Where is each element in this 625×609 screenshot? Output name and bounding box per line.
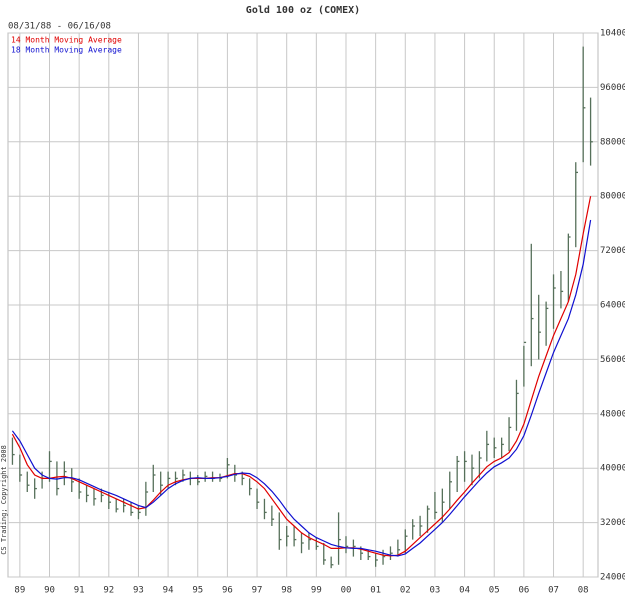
y-tick-label: 72000 (600, 246, 625, 256)
subtitle: 08/31/88 - 06/16/08 (8, 22, 111, 32)
x-tick-label: 95 (192, 586, 203, 596)
x-tick-label: 94 (163, 586, 174, 596)
legend-entry: 14 Month Moving Average (11, 36, 122, 45)
x-tick-label: 00 (341, 586, 352, 596)
y-tick-label: 32000 (600, 518, 625, 528)
legend-entry: 18 Month Moving Average (11, 46, 122, 55)
x-tick-label: 91 (74, 586, 85, 596)
x-tick-label: 08 (578, 586, 589, 596)
x-tick-label: 90 (44, 586, 55, 596)
y-tick-label: 48000 (600, 409, 625, 419)
x-tick-label: 03 (430, 586, 441, 596)
x-tick-label: 97 (252, 586, 263, 596)
x-tick-label: 92 (103, 586, 114, 596)
x-tick-label: 98 (281, 586, 292, 596)
x-tick-label: 07 (548, 586, 559, 596)
moving-average-line (11, 219, 592, 557)
chart-title: Gold 100 oz (COMEX) (246, 5, 360, 16)
x-tick-label: 06 (518, 586, 529, 596)
y-tick-label: 96000 (600, 83, 625, 93)
copyright: CS Trading; Copyright 2008 (0, 445, 8, 555)
x-tick-label: 05 (489, 586, 500, 596)
x-tick-label: 96 (222, 586, 233, 596)
x-tick-label: 01 (370, 586, 381, 596)
y-tick-label: 40000 (600, 464, 625, 474)
x-tick-label: 99 (311, 586, 322, 596)
x-tick-label: 04 (459, 586, 470, 596)
y-tick-label: 56000 (600, 355, 625, 365)
moving-average-line (11, 196, 592, 557)
y-tick-label: 24000 (600, 573, 625, 583)
x-tick-label: 93 (133, 586, 144, 596)
y-tick-label: 88000 (600, 137, 625, 147)
y-tick-label: 80000 (600, 192, 625, 202)
y-tick-label: 64000 (600, 301, 625, 311)
x-tick-label: 02 (400, 586, 411, 596)
x-tick-label: 89 (14, 586, 25, 596)
y-tick-label: 104000 (600, 29, 625, 39)
